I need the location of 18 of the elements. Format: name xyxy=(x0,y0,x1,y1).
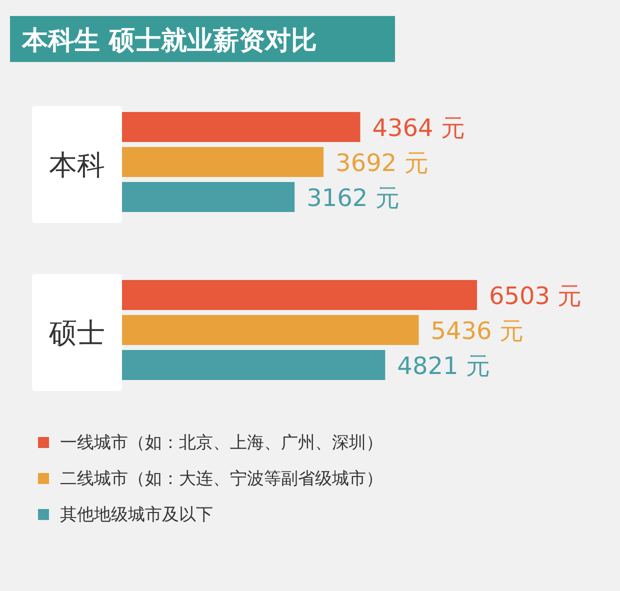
bar xyxy=(122,315,419,345)
bar xyxy=(122,112,360,142)
legend-label: 其他地级城市及以下 xyxy=(60,505,213,525)
bar xyxy=(122,280,477,310)
data-label: 5436 元 xyxy=(430,317,524,345)
data-label: 3692 元 xyxy=(336,149,428,177)
data-label: 4364 元 xyxy=(372,114,465,142)
bar xyxy=(122,182,295,212)
data-label: 4821 元 xyxy=(397,352,490,380)
y-tick-label: 硕士 xyxy=(48,316,105,350)
bar xyxy=(122,147,324,177)
y-tick-label: 本科 xyxy=(49,148,105,182)
legend-label: 一线城市（如：北京、上海、广州、深圳） xyxy=(60,433,383,453)
data-label: 3162 元 xyxy=(306,184,400,212)
bar xyxy=(122,350,386,380)
legend-label: 二线城市（如：大连、宁波等副省级城市） xyxy=(60,469,383,489)
data-label: 6503 元 xyxy=(489,282,582,310)
chart-title: 本科生 硕士就业薪资对比 xyxy=(21,26,318,56)
